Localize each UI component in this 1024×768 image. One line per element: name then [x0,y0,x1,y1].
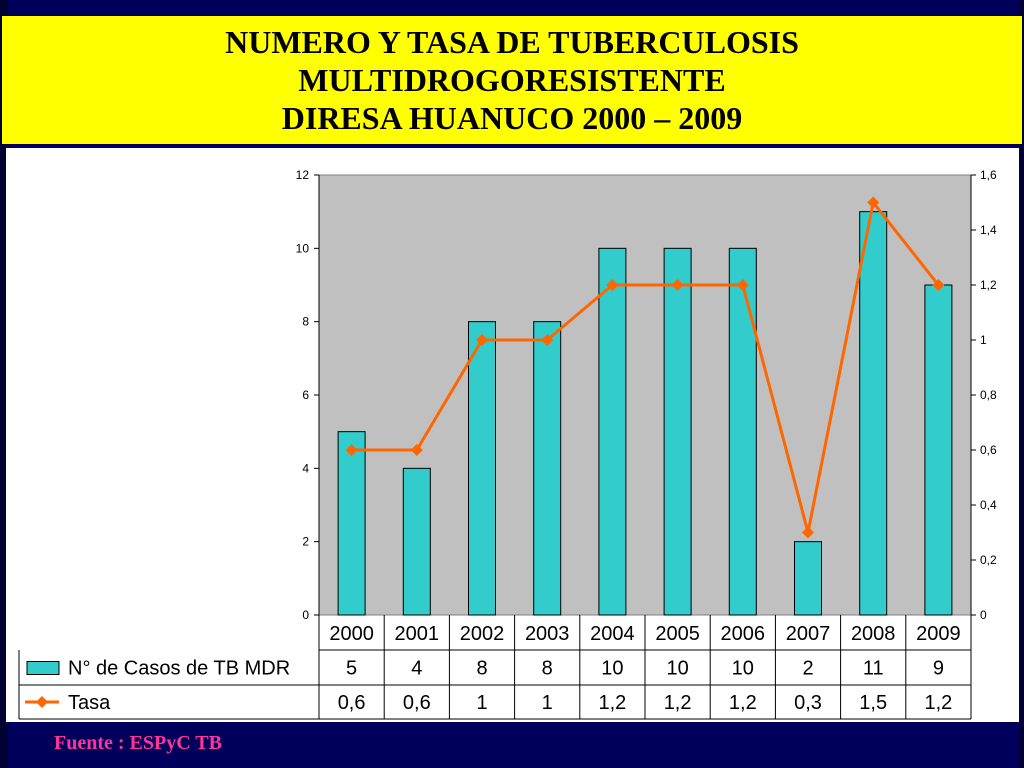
title-line-1: NUMERO Y TASA DE TUBERCULOSIS [225,24,799,60]
title-line-3: DIRESA HUANUCO 2000 – 2009 [281,100,743,136]
table-cell-casos: 9 [933,658,944,680]
y-left-tick-label: 2 [302,535,309,549]
table-cell-casos: 5 [346,658,357,680]
y-right-tick-label: 1,4 [980,223,997,237]
slide-edge-left [0,0,8,768]
bar-2004 [598,247,627,616]
table-cell-casos: 11 [863,658,884,680]
y-left-tick-label: 4 [302,461,309,475]
table-cell-casos: 8 [542,658,553,680]
bar-2005 [663,247,692,616]
table-cell-casos: 10 [601,658,623,680]
table-cell-casos: 8 [476,658,487,680]
y-left-tick-label: 12 [296,168,310,182]
x-category-label: 2008 [851,623,896,645]
x-category-label: 2003 [525,623,570,645]
legend-label-line: Tasa [68,692,111,714]
tasa-marker-2000 [345,444,358,456]
bar-2008 [859,211,888,616]
table-cell-tasa: 0,6 [338,692,366,714]
bar-2006 [728,247,757,616]
x-category-label: 2009 [916,623,961,645]
tasa-marker-2003 [541,334,554,346]
y-right-tick-label: 1,6 [980,168,997,182]
table-cell-tasa: 1,2 [664,692,692,714]
x-category-label: 2004 [590,623,635,645]
y-right-tick-label: 0,4 [980,498,997,512]
y-right-tick-label: 1,2 [980,278,997,292]
tasa-marker-2001 [410,444,423,456]
legend-key-marker [36,696,48,708]
bar-2000 [337,431,366,616]
y-left-tick-label: 10 [296,241,310,255]
bar-2002 [468,321,496,616]
tasa-marker-2006 [736,279,749,291]
bar-2001 [402,467,431,616]
y-left-tick-label: 6 [302,388,309,402]
table-cell-casos: 10 [732,658,754,680]
x-category-label: 2000 [329,623,374,645]
y-right-tick-label: 0,6 [980,443,997,457]
x-category-label: 2007 [786,623,831,645]
table-cell-casos: 10 [666,658,688,680]
chart-panel: 0 2 4 6 8 10 12 0 0,2 0,4 0,6 0,8 1 1,2 1,4 1,6 2000 2001… [6,148,1019,722]
tasa-marker-2004 [606,279,619,291]
y-right-tick-label: 0,8 [980,388,997,402]
table-cell-tasa: 1,5 [859,692,887,714]
table-cell-tasa: 1,2 [729,692,757,714]
y-left-tick-label: 8 [302,315,309,329]
table-cell-casos: 2 [802,658,813,680]
table-cell-tasa: 0,3 [794,692,822,714]
legend-label-bars: N° de Casos de TB MDR [68,658,290,680]
x-category-label: 2002 [460,623,505,645]
table-cell-tasa: 1 [476,692,487,714]
y-right-tick-label: 0 [980,608,987,622]
bar-2003 [533,321,562,616]
tasa-marker-2009 [932,279,945,291]
bar-2007 [794,541,822,616]
table-cell-tasa: 1,2 [924,692,952,714]
tasa-marker-2005 [671,279,684,291]
tasa-marker-2007 [802,526,814,539]
table-cell-tasa: 1 [542,692,553,714]
title-banner: NUMERO Y TASA DE TUBERCULOSIS MULTIDROGO… [2,16,1022,144]
source-note: Fuente : ESPyC TB [54,732,222,754]
tasa-marker-2008 [867,196,880,209]
tasa-line [351,199,940,533]
title-line-2: MULTIDROGORESISTENTE [298,62,726,98]
legend-key-bars [26,661,60,675]
table-cell-casos: 4 [411,658,422,680]
y-right-tick-label: 0,2 [980,553,997,567]
slide-edge-right [1020,0,1024,768]
bar-2009 [924,284,953,616]
x-category-label: 2005 [655,623,700,645]
y-right-tick-label: 1 [980,333,987,347]
table-cell-tasa: 1,2 [598,692,626,714]
tasa-marker-2002 [476,334,488,346]
x-category-label: 2006 [721,623,766,645]
y-left-tick-label: 0 [302,608,309,622]
table-cell-tasa: 0,6 [403,692,431,714]
x-category-label: 2001 [395,623,440,645]
